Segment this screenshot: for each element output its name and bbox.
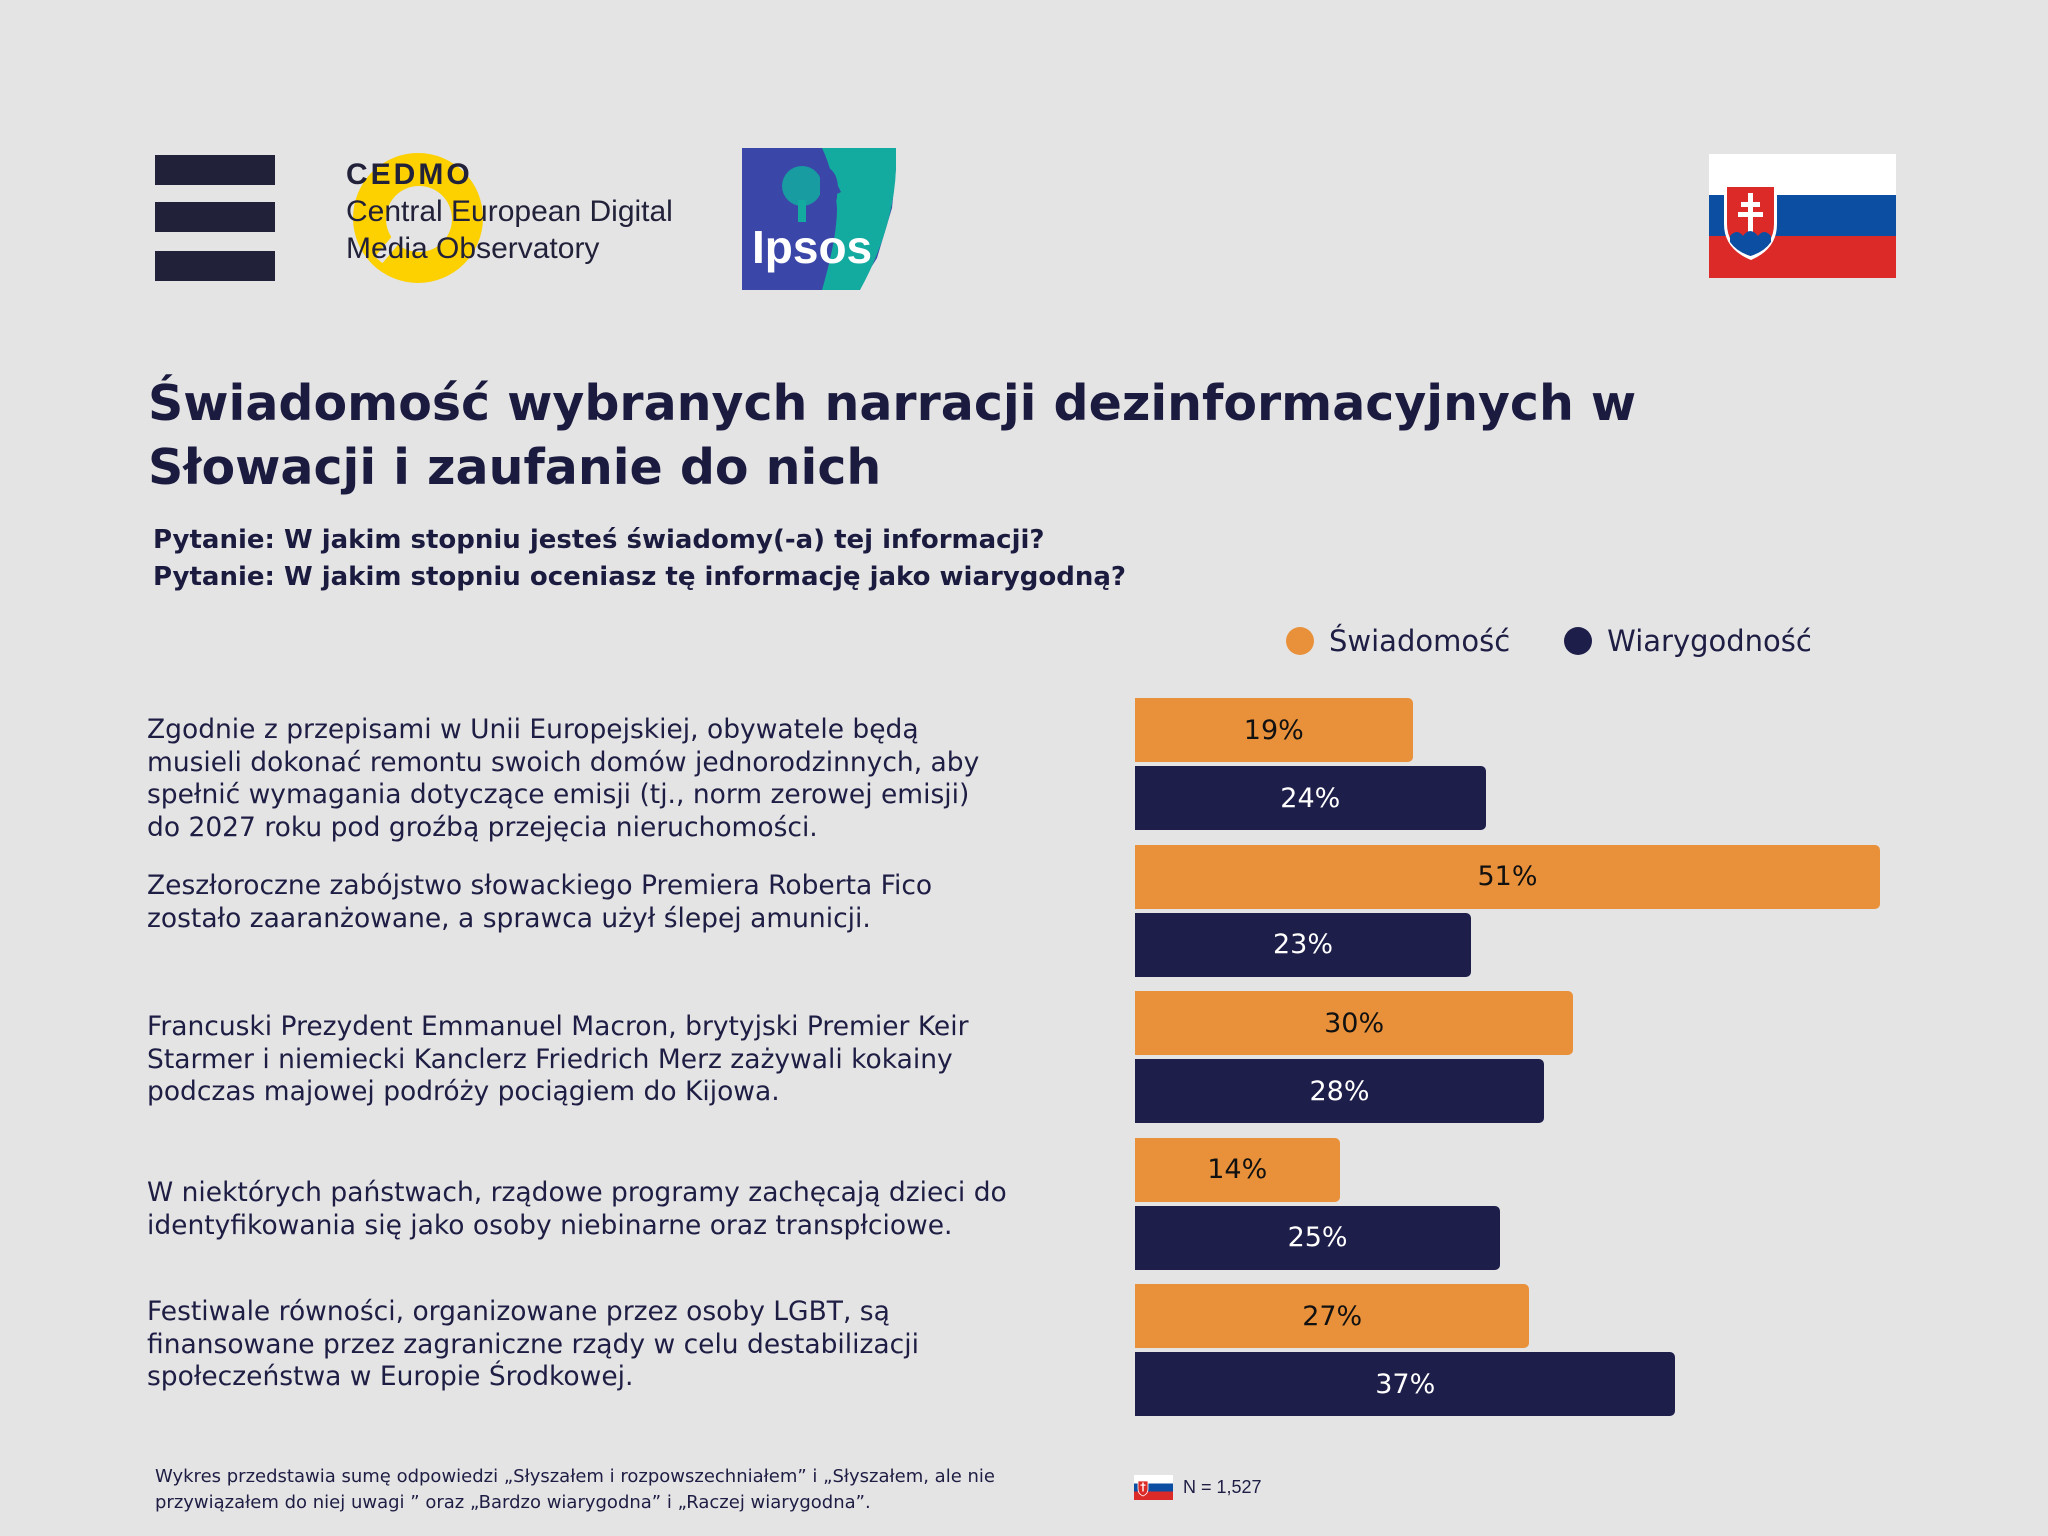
flag-slovakia-small <box>1134 1475 1173 1500</box>
bar-value-label: 23% <box>1272 929 1333 961</box>
logo-stripe <box>155 251 275 281</box>
bar-credibility: 28% <box>1135 1059 1545 1124</box>
bar-value-label: 25% <box>1287 1222 1348 1254</box>
chart-legend: Świadomość Wiarygodność <box>1286 624 1866 658</box>
legend-item-awareness: Świadomość <box>1286 624 1510 658</box>
legend-dot-credibility <box>1564 627 1593 655</box>
category-label: W niektórych państwach, rządowe programy… <box>147 1177 1007 1241</box>
logo-stripe <box>155 155 275 185</box>
bar-awareness: 30% <box>1135 991 1574 1056</box>
footnote: Wykres przedstawia sumę odpowiedzi „Słys… <box>155 1466 995 1513</box>
bar-value-label: 27% <box>1302 1300 1363 1332</box>
cedmo-line1: Central European Digital <box>346 195 673 228</box>
bar-value-label: 30% <box>1324 1007 1385 1039</box>
legend-dot-awareness <box>1286 627 1314 655</box>
cedmo-logo: CEDMO Central European Digital Media Obs… <box>150 145 710 295</box>
bar-value-label: 19% <box>1243 714 1304 746</box>
category-label: Zgodnie z przepisami w Unii Europejskiej… <box>147 714 980 843</box>
question-credibility: Pytanie: W jakim stopniu oceniasz tę inf… <box>153 562 1127 592</box>
category-label: Zeszłoroczne zabójstwo słowackiego Premi… <box>147 870 933 934</box>
sample-size-label: N = 1,527 <box>1183 1477 1262 1497</box>
bar-value-label: 14% <box>1207 1154 1268 1186</box>
page-title: Świadomość wybranych narracji dezinforma… <box>148 375 1637 496</box>
logo-stripe <box>155 202 275 232</box>
bar-awareness: 27% <box>1135 1284 1530 1349</box>
bar-value-label: 24% <box>1280 782 1341 814</box>
cedmo-name: CEDMO <box>346 158 473 191</box>
legend-item-credibility: Wiarygodność <box>1564 624 1812 658</box>
bar-value-label: 28% <box>1309 1075 1370 1107</box>
bar-value-label: 51% <box>1477 861 1538 893</box>
ipsos-logo: Ipsos <box>742 148 896 290</box>
bar-credibility: 25% <box>1135 1205 1501 1270</box>
sample-size: N = 1,527 <box>1134 1475 1262 1500</box>
bar-credibility: 24% <box>1135 766 1486 830</box>
cedmo-line2: Media Observatory <box>346 232 600 265</box>
category-label: Festiwale równości, organizowane przez o… <box>147 1296 919 1392</box>
question-awareness: Pytanie: W jakim stopniu jesteś świadomy… <box>153 525 1045 555</box>
bar-awareness: 51% <box>1135 844 1880 909</box>
questions: Pytanie: W jakim stopniu jesteś świadomy… <box>153 522 1126 596</box>
bar-awareness: 14% <box>1135 1137 1340 1202</box>
bar-value-label: 37% <box>1375 1368 1436 1400</box>
ipsos-wordmark: Ipsos <box>752 221 872 273</box>
bar-credibility: 23% <box>1135 912 1471 977</box>
category-label: Francuski Prezydent Emmanuel Macron, bry… <box>147 1011 969 1107</box>
bar-awareness: 19% <box>1135 698 1413 762</box>
flag-slovakia <box>1709 154 1896 282</box>
bar-credibility: 37% <box>1135 1352 1676 1417</box>
